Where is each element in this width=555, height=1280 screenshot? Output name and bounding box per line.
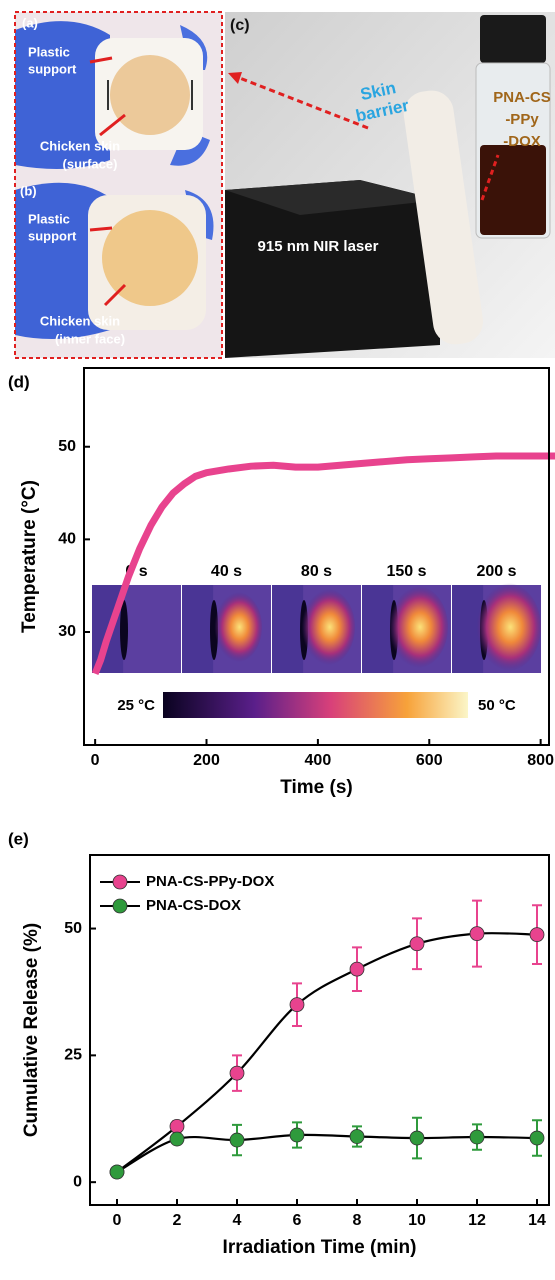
- plot-frame: [83, 367, 550, 746]
- marker: [169, 1131, 185, 1147]
- thermal-hot: [212, 592, 262, 662]
- marker: [349, 1129, 365, 1144]
- photo-label: support: [28, 228, 77, 243]
- photo-label: -DOX: [503, 133, 541, 150]
- y-tick-label: 30: [58, 623, 76, 640]
- marker: [289, 1127, 305, 1143]
- marker: [289, 997, 305, 1013]
- panel-label: (b): [20, 183, 37, 198]
- y-tick-label: 25: [64, 1047, 82, 1064]
- thermal-hot: [299, 589, 355, 665]
- x-tick-label: 400: [305, 752, 332, 769]
- inset-label: 40 s: [211, 563, 242, 580]
- thermal-hot: [473, 583, 541, 671]
- inset-label: 200 s: [476, 563, 516, 580]
- photo-label: support: [28, 61, 77, 76]
- photo-label: (inner face): [55, 331, 125, 346]
- y-tick-label: 40: [58, 531, 76, 548]
- y-tick-label: 0: [73, 1173, 82, 1190]
- x-tick-label: 2: [173, 1212, 182, 1229]
- marker: [409, 1130, 425, 1146]
- x-tick-label: 12: [468, 1212, 486, 1229]
- inset-label: 150 s: [386, 563, 426, 580]
- photo-label: Chicken skin: [40, 138, 120, 153]
- y-tick-label: 50: [58, 438, 76, 455]
- thermal-hot: [386, 586, 448, 668]
- x-tick-label: 0: [91, 752, 100, 769]
- panel-label: (e): [8, 829, 29, 848]
- x-axis-title: Time (s): [280, 777, 353, 798]
- x-tick-label: 800: [527, 752, 554, 769]
- x-tick-label: 0: [113, 1212, 122, 1229]
- panel-label: (d): [8, 372, 30, 391]
- legend-marker: [112, 874, 128, 890]
- marker: [109, 1164, 125, 1180]
- x-tick-label: 14: [528, 1212, 546, 1229]
- inset-label: 80 s: [301, 563, 332, 580]
- x-axis-title: Irradiation Time (min): [223, 1237, 417, 1258]
- colorbar: [163, 692, 468, 718]
- marker: [469, 1129, 485, 1145]
- panel-label: (c): [230, 17, 250, 34]
- x-tick-label: 600: [416, 752, 443, 769]
- y-tick-label: 50: [64, 920, 82, 937]
- marker: [349, 961, 365, 977]
- marker: [229, 1065, 245, 1081]
- photo-label: Plastic: [28, 211, 70, 226]
- plot-frame: [89, 854, 550, 1206]
- x-tick-label: 200: [193, 752, 220, 769]
- marker: [469, 926, 485, 942]
- photo-label: Plastic: [28, 44, 70, 59]
- photo-label: 915 nm NIR laser: [258, 238, 379, 255]
- line: [91, 452, 555, 675]
- photo-label: Chicken skin: [40, 313, 120, 328]
- x-tick-label: 8: [353, 1212, 362, 1229]
- marker: [169, 1118, 185, 1134]
- thermal-shade: [182, 585, 214, 673]
- photo-label: (surface): [63, 156, 118, 171]
- x-tick-label: 10: [408, 1212, 426, 1229]
- colorbar-label: 25 °C: [117, 697, 155, 714]
- marker: [529, 927, 545, 943]
- thermal-shade: [272, 585, 304, 673]
- marker: [229, 1132, 245, 1148]
- thermal-dark: [120, 600, 128, 660]
- panel-label: (a): [22, 15, 38, 30]
- photo-c: [225, 12, 555, 358]
- panel-border: [14, 11, 223, 359]
- y-axis-title: Temperature (°C): [19, 480, 40, 633]
- colorbar-label: 50 °C: [478, 697, 516, 714]
- legend-marker: [112, 898, 128, 914]
- legend-label: PNA-CS-DOX: [146, 897, 241, 914]
- x-tick-label: 6: [293, 1212, 302, 1229]
- y-axis-title: Cumulative Release (%): [21, 923, 42, 1137]
- photo-label: PNA-CS: [493, 89, 551, 106]
- marker: [529, 1130, 545, 1146]
- legend-label: PNA-CS-PPy-DOX: [146, 873, 274, 890]
- photo-a: [15, 12, 222, 180]
- x-tick-label: 4: [233, 1212, 242, 1229]
- photo-b: [15, 180, 222, 358]
- photo-label: -PPy: [505, 111, 539, 128]
- marker: [409, 936, 425, 952]
